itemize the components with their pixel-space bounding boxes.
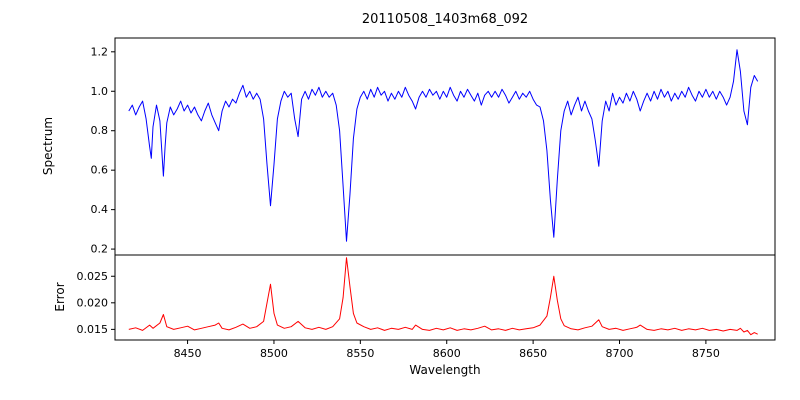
x-axis-label: Wavelength bbox=[409, 363, 481, 377]
spectrum-y-tick-label: 0.4 bbox=[91, 203, 109, 216]
plot-title: 20110508_1403m68_092 bbox=[361, 12, 529, 27]
x-tick-label: 8500 bbox=[260, 347, 288, 360]
x-tick-label: 8700 bbox=[606, 347, 634, 360]
spectrum-y-tick-label: 1.2 bbox=[91, 45, 109, 58]
error-y-axis-label: Error bbox=[53, 282, 67, 312]
x-tick-label: 8750 bbox=[692, 347, 720, 360]
spectrum-y-tick-label: 0.6 bbox=[91, 164, 109, 177]
spectrum-y-tick-label: 0.8 bbox=[91, 124, 109, 137]
error-y-tick-label: 0.020 bbox=[77, 296, 109, 309]
spectrum-panel-frame bbox=[114, 37, 776, 256]
error-line bbox=[128, 257, 758, 336]
spectrum-line bbox=[128, 49, 759, 242]
x-tick-label: 8650 bbox=[519, 347, 547, 360]
spectrum-y-tick-label: 0.2 bbox=[91, 243, 109, 256]
error-y-tick-label: 0.025 bbox=[77, 270, 109, 283]
spectrum-y-tick-label: 1.0 bbox=[91, 85, 109, 98]
x-tick-label: 8550 bbox=[346, 347, 374, 360]
error-panel-frame bbox=[114, 254, 776, 341]
x-tick-label: 8600 bbox=[433, 347, 461, 360]
spectrum-y-axis-label: Spectrum bbox=[41, 116, 55, 176]
x-tick-label: 8450 bbox=[174, 347, 202, 360]
error-y-tick-label: 0.015 bbox=[77, 323, 109, 336]
